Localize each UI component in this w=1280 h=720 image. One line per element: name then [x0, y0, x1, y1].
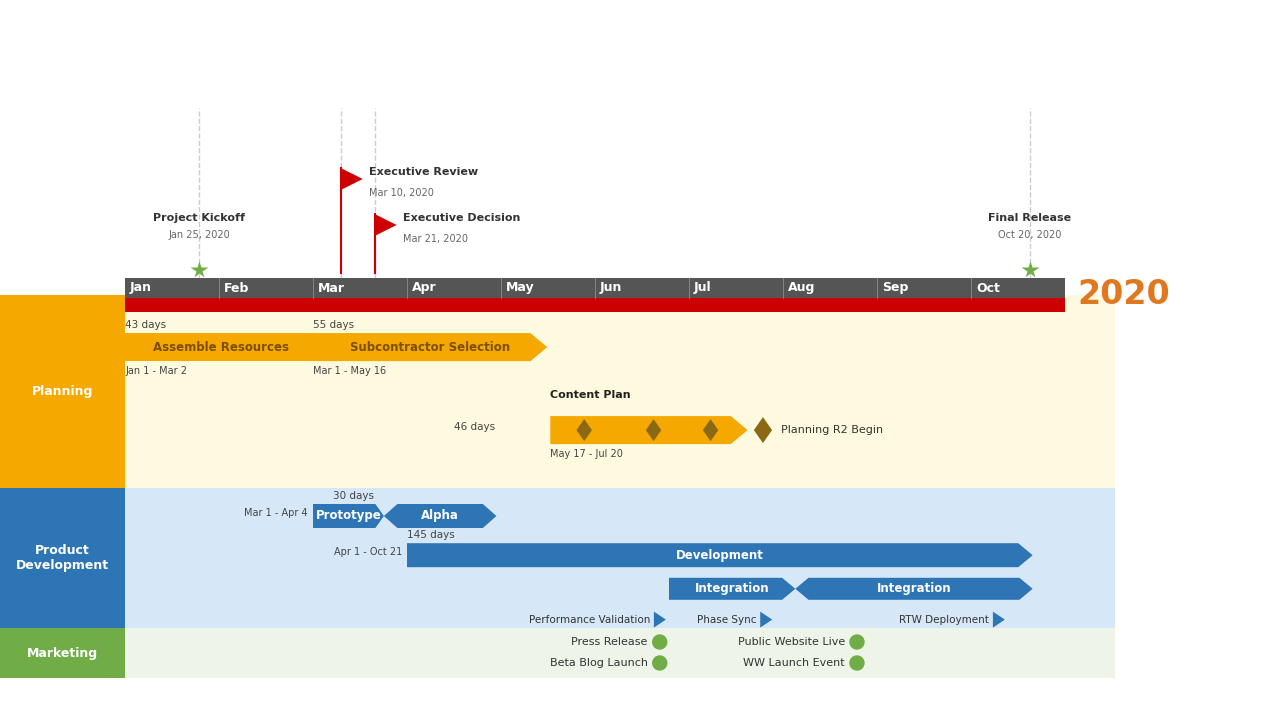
Text: Project Kickoff: Project Kickoff	[154, 213, 244, 223]
Text: Marketing: Marketing	[27, 647, 99, 660]
Text: Aug: Aug	[788, 282, 815, 294]
Text: Development: Development	[676, 549, 764, 562]
Text: 30 days: 30 days	[333, 491, 374, 501]
Text: Public Website Live: Public Website Live	[737, 637, 845, 647]
Text: 145 days: 145 days	[407, 530, 454, 540]
Text: Press Release: Press Release	[571, 637, 648, 647]
Text: Executive Decision: Executive Decision	[403, 213, 520, 223]
Text: May 17 - Jul 20: May 17 - Jul 20	[550, 449, 623, 459]
Text: Planning R2 Begin: Planning R2 Begin	[781, 425, 883, 435]
Text: Product
Development: Product Development	[15, 544, 109, 572]
Text: Mar 10, 2020: Mar 10, 2020	[369, 188, 434, 198]
Circle shape	[850, 635, 864, 649]
Text: WW Launch Event: WW Launch Event	[744, 658, 845, 668]
Bar	[0, 488, 125, 628]
Polygon shape	[703, 419, 718, 441]
Bar	[125, 298, 1065, 312]
Text: Mar 1 - Apr 4: Mar 1 - Apr 4	[244, 508, 308, 518]
Polygon shape	[669, 577, 795, 600]
Text: 55 days: 55 days	[314, 320, 355, 330]
Polygon shape	[654, 611, 666, 628]
Polygon shape	[646, 419, 662, 441]
Text: Jul: Jul	[694, 282, 712, 294]
Polygon shape	[795, 577, 1033, 600]
Polygon shape	[375, 214, 397, 236]
Text: Mar 1 - May 16: Mar 1 - May 16	[314, 366, 387, 376]
Polygon shape	[340, 168, 362, 190]
Text: Executive Review: Executive Review	[369, 167, 477, 177]
Text: Jan: Jan	[131, 282, 152, 294]
Polygon shape	[754, 417, 772, 443]
Text: RTW Deployment: RTW Deployment	[899, 615, 989, 624]
Text: Subcontractor Selection: Subcontractor Selection	[349, 341, 511, 354]
Polygon shape	[760, 611, 772, 628]
Text: 2020: 2020	[1076, 279, 1170, 312]
Bar	[125, 628, 1115, 678]
Bar	[0, 628, 125, 678]
Text: Beta Blog Launch: Beta Blog Launch	[549, 658, 648, 668]
Text: Performance Validation: Performance Validation	[529, 615, 650, 624]
Text: Jan 1 - Mar 2: Jan 1 - Mar 2	[125, 366, 187, 376]
Bar	[125, 278, 1065, 312]
Polygon shape	[550, 416, 748, 444]
Text: Jun: Jun	[600, 282, 622, 294]
Text: Final Release: Final Release	[988, 213, 1071, 223]
Text: Phase Sync: Phase Sync	[696, 615, 756, 624]
Bar	[0, 295, 125, 488]
Text: Assemble Resources: Assemble Resources	[152, 341, 288, 354]
Text: Oct: Oct	[977, 282, 1000, 294]
Polygon shape	[407, 543, 1033, 567]
Bar	[125, 295, 1115, 488]
Text: Sep: Sep	[882, 282, 909, 294]
Text: Apr: Apr	[412, 282, 436, 294]
Polygon shape	[314, 504, 384, 528]
Text: Feb: Feb	[224, 282, 250, 294]
Text: Integration: Integration	[695, 582, 769, 595]
Polygon shape	[125, 333, 316, 361]
Text: Mar: Mar	[317, 282, 346, 294]
Polygon shape	[314, 333, 548, 361]
Circle shape	[653, 656, 667, 670]
Text: Jan 25, 2020: Jan 25, 2020	[168, 230, 230, 240]
Text: Mar 21, 2020: Mar 21, 2020	[403, 234, 467, 244]
Text: Apr 1 - Oct 21: Apr 1 - Oct 21	[334, 547, 402, 557]
Text: May: May	[506, 282, 535, 294]
Text: Alpha: Alpha	[421, 510, 460, 523]
Bar	[125, 488, 1115, 628]
Text: Content Plan: Content Plan	[550, 390, 631, 400]
Circle shape	[850, 656, 864, 670]
Circle shape	[653, 635, 667, 649]
Text: Prototype: Prototype	[316, 510, 381, 523]
Polygon shape	[993, 611, 1005, 628]
Text: Planning: Planning	[32, 385, 93, 398]
Polygon shape	[384, 504, 497, 528]
Text: Integration: Integration	[877, 582, 951, 595]
Text: Oct 20, 2020: Oct 20, 2020	[998, 230, 1061, 240]
Polygon shape	[576, 419, 591, 441]
Text: 43 days: 43 days	[125, 320, 166, 330]
Text: 46 days: 46 days	[454, 422, 495, 432]
